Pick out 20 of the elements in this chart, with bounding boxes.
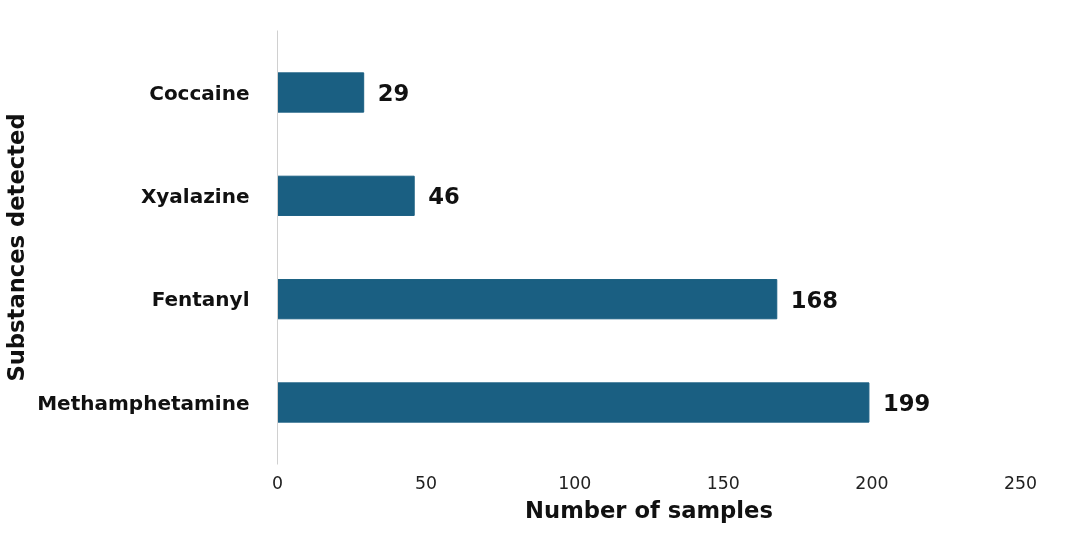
x-tick-label: 50 [415, 472, 438, 493]
y-tick-label: Methamphetamine [37, 390, 250, 415]
data-label: 199 [882, 390, 931, 416]
data-label: 29 [377, 80, 410, 106]
bar [277, 175, 415, 216]
x-axis-title: Number of samples [525, 496, 773, 523]
bar [277, 382, 870, 423]
data-label: 46 [428, 183, 460, 210]
x-tick-label: 100 [558, 472, 592, 493]
bar [277, 72, 365, 113]
y-tick-label: Coccaine [149, 80, 250, 105]
x-tick-label: 0 [271, 472, 284, 493]
y-tick-label: Fentanyl [151, 287, 250, 312]
x-tick-label: 150 [706, 472, 740, 493]
y-tick-label: Xyalazine [140, 183, 250, 208]
x-tick-label: 200 [855, 472, 889, 493]
data-label: 168 [790, 286, 839, 313]
x-tick-label: 250 [1003, 472, 1038, 493]
bar [277, 279, 778, 320]
y-axis-title: Substances detected [3, 113, 30, 382]
